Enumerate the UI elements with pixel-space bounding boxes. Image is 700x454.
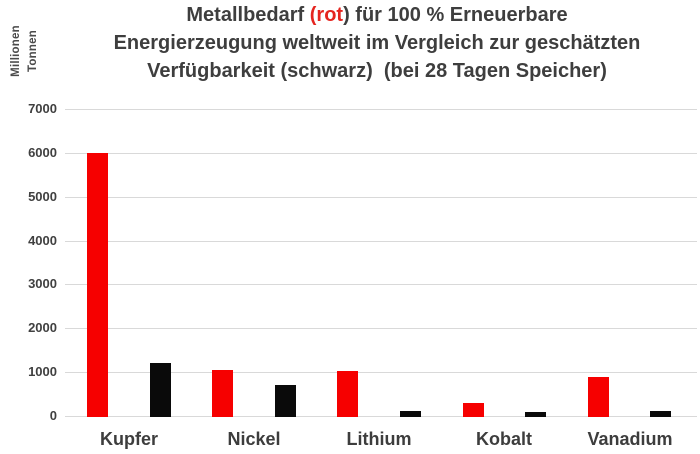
y-tick-label-1000: 1000: [28, 364, 57, 379]
bar-lithium-availability: [400, 411, 421, 417]
bar-kobalt-demand: [463, 403, 484, 417]
gridline-1000: [65, 372, 697, 373]
gridline-6000: [65, 153, 697, 154]
title-line1-post: ) für 100 % Erneuerbare: [343, 4, 568, 26]
gridline-2000: [65, 328, 697, 329]
gridline-0: [65, 416, 697, 417]
bar-vanadium-availability: [650, 411, 671, 417]
x-axis-label-lithium: Lithium: [346, 429, 412, 449]
y-tick-label-2000: 2000: [28, 320, 57, 335]
bar-nickel-availability: [275, 385, 296, 417]
bar-kobalt-availability: [525, 412, 546, 417]
gridline-7000: [65, 109, 697, 110]
title-line1-red: (rot: [309, 4, 344, 26]
gridline-5000: [65, 197, 697, 198]
chart-title: Metallbedarf (rot) für 100 % Erneuerbare…: [57, 1, 697, 85]
chart-title-line1: Metallbedarf (rot) für 100 % Erneuerbare: [57, 1, 697, 29]
title-line1-pre: Metallbedarf: [186, 4, 310, 26]
bar-lithium-demand: [337, 371, 358, 417]
x-axis-label-vanadium: Vanadium: [587, 429, 673, 449]
bar-vanadium-demand: [588, 377, 609, 417]
x-axis-label-kobalt: Kobalt: [476, 429, 532, 449]
bar-kupfer-availability: [150, 363, 171, 417]
y-tick-label-4000: 4000: [28, 233, 57, 248]
gridline-4000: [65, 241, 697, 242]
y-tick-label-6000: 6000: [28, 145, 57, 160]
y-tick-label-7000: 7000: [28, 101, 57, 116]
y-tick-label-3000: 3000: [28, 276, 57, 291]
y-tick-label-5000: 5000: [28, 189, 57, 204]
chart-title-line2: Energierzeugung weltweit im Vergleich zu…: [113, 32, 641, 54]
gridline-3000: [65, 284, 697, 285]
y-tick-label-0: 0: [49, 408, 57, 423]
bar-nickel-demand: [212, 370, 233, 417]
chart-title-line3: Verfügbarkeit (schwarz) (bei 28 Tagen Sp…: [147, 60, 607, 82]
bar-kupfer-demand: [87, 153, 108, 417]
x-axis-label-kupfer: Kupfer: [100, 429, 158, 449]
x-axis-label-nickel: Nickel: [227, 429, 281, 449]
